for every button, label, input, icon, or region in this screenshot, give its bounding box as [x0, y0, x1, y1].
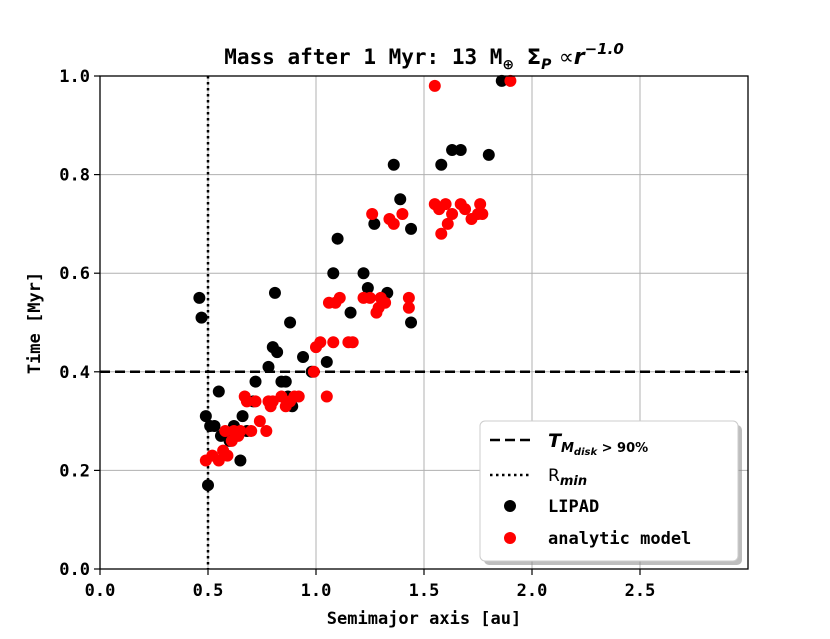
data-point — [307, 365, 320, 378]
data-point — [364, 291, 376, 304]
data-point — [435, 227, 448, 240]
data-point — [212, 385, 225, 398]
legend-lipad-marker — [504, 500, 516, 512]
data-point — [234, 454, 247, 467]
data-point — [387, 158, 400, 171]
x-tick-label: 1.5 — [409, 581, 440, 601]
data-point — [333, 291, 346, 304]
data-point — [402, 301, 415, 314]
data-point — [405, 316, 418, 329]
data-point — [435, 158, 448, 171]
y-axis-label: Time [Myr] — [25, 272, 45, 374]
data-point — [240, 395, 253, 408]
data-points — [193, 74, 517, 492]
data-point — [260, 424, 273, 437]
data-point — [314, 336, 327, 349]
data-point — [504, 74, 517, 87]
data-point — [268, 286, 281, 299]
reference-lines — [100, 76, 748, 569]
legend-label-analytic: analytic model — [548, 529, 691, 549]
data-point — [202, 479, 214, 492]
x-tick-label: 2.5 — [625, 581, 656, 601]
legend: TMdisk > 90% Rmin LIPAD analytic model — [479, 420, 742, 565]
data-point — [396, 208, 409, 221]
data-point — [446, 208, 459, 221]
data-point — [320, 355, 333, 368]
y-tick-label: 1.0 — [59, 67, 90, 87]
data-point — [394, 193, 407, 206]
y-axis-ticks: 0.0 0.2 0.4 0.6 0.8 1.0 — [59, 67, 100, 580]
data-point — [327, 336, 340, 349]
data-point — [195, 311, 208, 324]
legend-label-lipad: LIPAD — [548, 497, 599, 517]
data-point — [459, 203, 472, 216]
data-point — [327, 267, 340, 280]
data-point — [245, 424, 258, 437]
data-point — [208, 420, 221, 433]
data-point — [221, 449, 234, 462]
x-tick-label: 1.0 — [301, 581, 332, 601]
x-tick-label: 0.5 — [193, 581, 224, 601]
data-point — [199, 410, 212, 423]
data-point — [439, 198, 452, 211]
data-point — [320, 390, 333, 403]
data-point — [234, 424, 247, 437]
legend-label-rmin: Rmin — [548, 466, 587, 489]
data-point — [346, 336, 359, 349]
data-point — [262, 360, 275, 373]
data-point — [495, 74, 508, 87]
series-lipad — [193, 74, 508, 492]
series-analytic-model — [199, 74, 517, 467]
data-point — [292, 390, 305, 403]
data-point — [476, 208, 489, 221]
data-point — [474, 198, 487, 211]
data-point — [379, 296, 392, 309]
y-tick-label: 0.0 — [59, 560, 90, 580]
data-point — [454, 143, 467, 156]
data-point — [219, 424, 232, 437]
legend-box — [479, 420, 739, 562]
legend-label-threshold: TMdisk > 90% — [548, 430, 648, 458]
chart-title: Mass after 1 Myr: 13 M⊕ ΣP ∝r−1.0 — [224, 40, 624, 73]
data-point — [428, 79, 441, 92]
data-point — [193, 291, 206, 304]
data-point — [357, 267, 370, 280]
data-point — [297, 351, 310, 364]
data-point — [482, 148, 495, 161]
data-point — [253, 415, 266, 428]
data-point — [271, 346, 284, 359]
data-point — [387, 217, 400, 230]
data-point — [331, 232, 344, 245]
data-point — [284, 316, 297, 329]
x-axis-ticks: 0.0 0.5 1.0 1.5 2.0 2.5 — [85, 569, 656, 601]
y-tick-label: 0.2 — [59, 461, 90, 481]
data-point — [405, 222, 418, 235]
data-point — [279, 375, 292, 388]
x-tick-label: 0.0 — [85, 581, 116, 601]
data-point — [249, 375, 262, 388]
data-point — [368, 217, 381, 230]
x-axis-label: Semimajor axis [au] — [327, 609, 521, 629]
y-tick-label: 0.6 — [59, 264, 90, 284]
data-point — [249, 395, 262, 408]
legend-analytic-marker — [504, 532, 516, 544]
x-tick-label: 2.0 — [517, 581, 548, 601]
data-point — [344, 306, 357, 319]
data-point — [236, 410, 249, 423]
data-point — [446, 143, 459, 156]
data-point — [361, 281, 374, 294]
y-tick-label: 0.8 — [59, 166, 90, 186]
data-point — [441, 217, 454, 230]
data-point — [402, 291, 415, 304]
y-tick-label: 0.4 — [59, 363, 90, 383]
data-point — [366, 208, 379, 221]
